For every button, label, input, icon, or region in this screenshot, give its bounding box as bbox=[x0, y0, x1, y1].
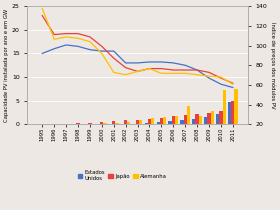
Y-axis label: Capacidade PV instalada por ano e em GW: Capacidade PV instalada por ano e em GW bbox=[4, 9, 9, 122]
Bar bbox=[207, 113, 211, 124]
Bar bbox=[175, 116, 178, 124]
Bar bbox=[180, 120, 184, 124]
Bar bbox=[192, 119, 195, 124]
Bar bbox=[64, 123, 68, 124]
Bar bbox=[163, 117, 166, 124]
Bar bbox=[148, 119, 151, 124]
Bar bbox=[151, 118, 154, 124]
Bar bbox=[88, 123, 92, 124]
Bar bbox=[112, 121, 115, 124]
Bar bbox=[124, 120, 127, 124]
Bar bbox=[187, 106, 190, 124]
Y-axis label: Índice de preços dos módulos PV: Índice de preços dos módulos PV bbox=[270, 22, 276, 109]
Bar bbox=[127, 122, 130, 124]
Bar bbox=[136, 120, 139, 124]
Bar bbox=[100, 122, 103, 124]
Bar bbox=[172, 116, 175, 124]
Bar bbox=[204, 117, 207, 124]
Bar bbox=[157, 122, 160, 124]
Bar bbox=[184, 116, 187, 124]
Legend: Estados
Unidos, Japão, Alemanha: Estados Unidos, Japão, Alemanha bbox=[76, 168, 169, 183]
Bar bbox=[199, 116, 202, 124]
Bar bbox=[195, 114, 199, 124]
Bar bbox=[160, 118, 163, 124]
Bar bbox=[103, 123, 107, 124]
Bar bbox=[76, 123, 80, 124]
Bar bbox=[169, 121, 172, 124]
Bar bbox=[115, 123, 118, 124]
Bar bbox=[219, 111, 223, 124]
Bar bbox=[139, 120, 143, 124]
Bar bbox=[211, 111, 214, 124]
Bar bbox=[231, 101, 234, 124]
Bar bbox=[223, 90, 226, 124]
Bar bbox=[133, 123, 136, 124]
Bar bbox=[145, 123, 148, 124]
Bar bbox=[234, 89, 238, 124]
Bar bbox=[216, 114, 219, 124]
Bar bbox=[228, 102, 231, 124]
